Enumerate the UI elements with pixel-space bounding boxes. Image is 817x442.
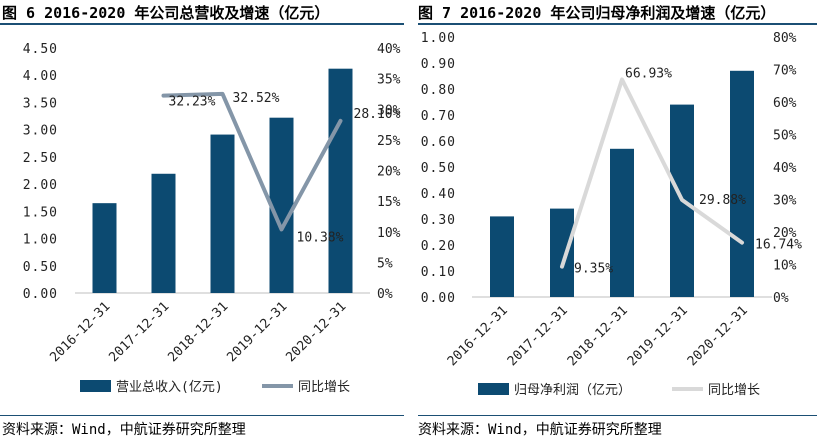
left-chart-title: 图 6 2016-2020 年公司总营收及增速（亿元） bbox=[2, 4, 330, 22]
growth-data-label: 32.52% bbox=[233, 91, 280, 106]
bar-2017-12-31 bbox=[151, 173, 176, 293]
bar-2017-12-31 bbox=[550, 208, 574, 297]
right-source-note: 资料来源：Wind，中航证券研究所整理 bbox=[418, 422, 662, 438]
y2-tick-label: 15% bbox=[377, 195, 401, 210]
y-tick-label: 0.40 bbox=[421, 187, 456, 202]
legend-bar-label: 归母净利润（亿元） bbox=[514, 383, 631, 398]
y2-tick-label: 0% bbox=[773, 291, 789, 306]
bar-2019-12-31 bbox=[269, 117, 294, 293]
y2-tick-label: 30% bbox=[377, 103, 401, 118]
legend-bar-swatch bbox=[478, 383, 509, 395]
y-tick-label: 0.00 bbox=[23, 287, 58, 302]
growth-data-label: 32.23% bbox=[169, 95, 216, 110]
y-tick-label: 1.00 bbox=[421, 31, 456, 46]
y2-tick-label: 20% bbox=[377, 165, 401, 180]
y-tick-label: 4.00 bbox=[23, 69, 58, 84]
growth-data-label: 16.74% bbox=[755, 238, 802, 253]
y2-tick-label: 25% bbox=[377, 134, 401, 149]
growth-data-label: 10.38% bbox=[297, 230, 344, 245]
right-source-rule bbox=[418, 415, 817, 416]
y-tick-label: 0.80 bbox=[421, 83, 456, 98]
x-tick-label: 2018-12-31 bbox=[565, 303, 631, 369]
right-chart: 0.00 0.10 0.20 0.30 0.40 0.50 0.60 0.70 0.80 0.90… bbox=[421, 31, 802, 398]
y-tick-label: 0.70 bbox=[421, 109, 456, 124]
bar-2018-12-31 bbox=[610, 148, 634, 297]
growth-line bbox=[560, 77, 744, 269]
y2-tick-label: 60% bbox=[773, 96, 797, 111]
y-tick-label: 0.50 bbox=[421, 161, 456, 176]
y2-tick-label: 40% bbox=[773, 161, 797, 176]
x-tick-label: 2018-12-31 bbox=[165, 299, 231, 365]
y2-tick-label: 10% bbox=[773, 259, 797, 274]
left-chart: 0.00 0.50 1.00 1.50 2.00 2.50 3.00 3.50 4.00 4.50… bbox=[23, 42, 401, 395]
legend-line-label: 同比增长 bbox=[298, 380, 350, 395]
y-tick-label: 1.50 bbox=[23, 205, 58, 220]
y2-tick-label: 10% bbox=[377, 226, 401, 241]
y-tick-label: 3.00 bbox=[23, 124, 58, 139]
left-source-rule bbox=[0, 415, 404, 416]
y2-tick-label: 30% bbox=[773, 194, 797, 209]
legend-bar-label: 营业总收入(亿元) bbox=[116, 380, 223, 395]
x-tick-label: 2020-12-31 bbox=[283, 299, 349, 365]
y-tick-label: 0.20 bbox=[421, 239, 456, 254]
y-tick-label: 0.00 bbox=[421, 291, 456, 306]
growth-line bbox=[161, 91, 343, 232]
y2-tick-label: 5% bbox=[377, 256, 393, 271]
x-tick-label: 2017-12-31 bbox=[106, 299, 172, 365]
x-tick-label: 2017-12-31 bbox=[505, 303, 571, 369]
y-tick-label: 0.90 bbox=[421, 57, 456, 72]
y-tick-label: 0.60 bbox=[421, 135, 456, 150]
x-tick-label: 2016-12-31 bbox=[47, 299, 113, 365]
bar-2018-12-31 bbox=[210, 134, 235, 293]
y2-tick-label: 40% bbox=[377, 42, 401, 57]
y2-tick-label: 20% bbox=[773, 226, 797, 241]
y2-tick-label: 70% bbox=[773, 64, 797, 79]
x-tick-label: 2020-12-31 bbox=[685, 303, 751, 369]
y-tick-label: 2.00 bbox=[23, 178, 58, 193]
y2-tick-label: 80% bbox=[773, 31, 797, 46]
left-title-rule bbox=[0, 23, 404, 25]
right-chart-title: 图 7 2016-2020 年公司归母净利润及增速（亿元） bbox=[418, 4, 776, 22]
bar-2020-12-31 bbox=[730, 70, 754, 297]
x-tick-label: 2016-12-31 bbox=[445, 303, 511, 369]
growth-data-label: 9.35% bbox=[574, 262, 613, 277]
y2-tick-label: 50% bbox=[773, 129, 797, 144]
growth-data-label: 66.93% bbox=[625, 66, 672, 81]
x-tick-label: 2019-12-31 bbox=[224, 299, 290, 365]
y-tick-label: 0.50 bbox=[23, 260, 58, 275]
bar-2020-12-31 bbox=[328, 68, 353, 293]
y2-tick-label: 35% bbox=[377, 73, 401, 88]
y-tick-label: 2.50 bbox=[23, 151, 58, 166]
bar-2016-12-31 bbox=[92, 203, 117, 293]
y-tick-label: 4.50 bbox=[23, 42, 58, 57]
y-tick-label: 0.30 bbox=[421, 213, 456, 228]
legend-line-label: 同比增长 bbox=[708, 383, 760, 398]
y-tick-label: 1.00 bbox=[23, 233, 58, 248]
growth-data-label: 28.10% bbox=[354, 107, 401, 122]
y2-tick-label: 0% bbox=[377, 287, 393, 302]
y-tick-label: 3.50 bbox=[23, 96, 58, 111]
y-tick-label: 0.10 bbox=[421, 265, 456, 280]
x-tick-label: 2019-12-31 bbox=[625, 303, 691, 369]
growth-data-label: 29.88% bbox=[699, 193, 746, 208]
right-title-rule bbox=[418, 23, 817, 25]
legend-bar-swatch bbox=[80, 380, 111, 392]
bar-2016-12-31 bbox=[490, 216, 514, 297]
left-source-note: 资料来源：Wind，中航证券研究所整理 bbox=[2, 422, 246, 438]
